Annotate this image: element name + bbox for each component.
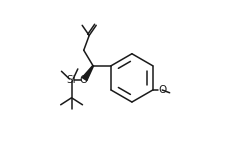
Text: O: O — [158, 85, 166, 95]
Polygon shape — [82, 66, 93, 81]
Text: Si: Si — [67, 75, 76, 85]
Text: O: O — [79, 75, 87, 85]
